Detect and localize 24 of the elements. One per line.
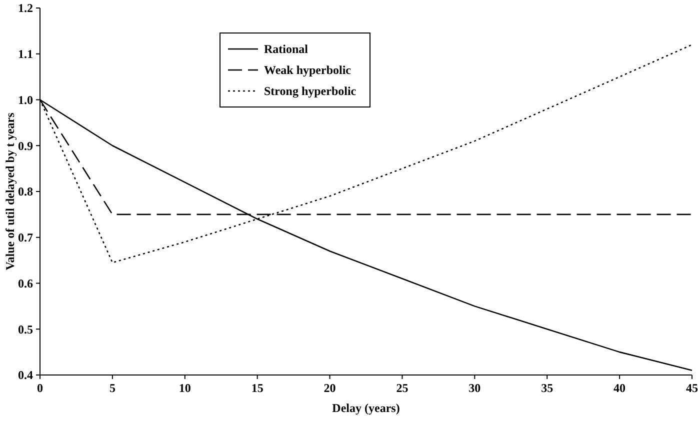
y-tick-label: 1.0 [18, 92, 33, 107]
x-tick-label: 0 [37, 381, 43, 395]
y-tick-label: 0.8 [18, 184, 33, 199]
x-tick-label: 45 [686, 381, 698, 395]
y-tick-label: 0.5 [18, 322, 33, 336]
y-tick-label: 1.1 [18, 47, 33, 62]
x-tick-label: 5 [109, 381, 116, 395]
x-tick-label: 10 [178, 381, 191, 395]
y-tick-label: 0.4 [18, 368, 33, 382]
legend-label: Weak hyperbolic [264, 63, 352, 78]
x-axis-title: Delay (years) [332, 401, 400, 415]
y-axis-title: Value of util delayed by t years [3, 112, 17, 270]
x-tick-label: 20 [324, 381, 336, 395]
x-tick-label: 30 [468, 381, 481, 395]
x-tick-label: 40 [614, 381, 626, 395]
legend-label: Strong hyperbolic [264, 84, 357, 98]
x-tick-label: 15 [251, 381, 264, 395]
x-tick-label: 35 [541, 381, 554, 395]
y-tick-label: 0.9 [18, 138, 33, 153]
y-tick-label: 1.2 [18, 1, 33, 16]
legend-label: Rational [264, 42, 309, 56]
y-tick-label: 0.6 [18, 276, 33, 290]
y-tick-label: 0.7 [18, 230, 33, 245]
x-tick-label: 25 [396, 381, 408, 395]
